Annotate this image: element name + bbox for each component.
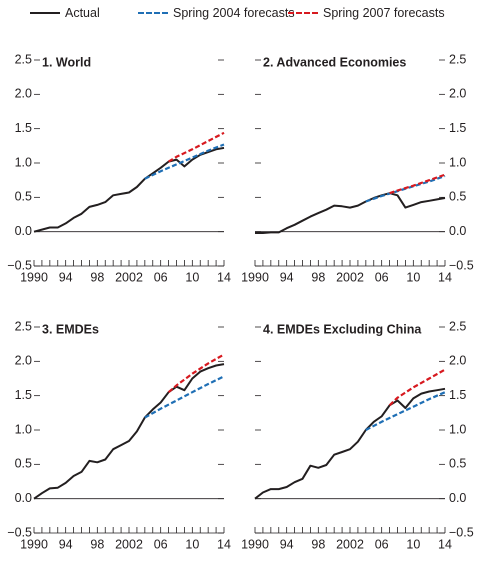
series-spring-2007-line [168,131,225,163]
x-tick-label: 1990 [20,270,48,284]
legend-item-spring-2007: Spring 2007 forecasts [288,6,445,20]
x-tick-label: 10 [406,537,420,551]
x-tick-label: 1990 [20,537,48,551]
y-tick-label: 1.0 [449,155,466,169]
legend-label-spring-2007: Spring 2007 forecasts [323,6,445,20]
x-tick-label: 06 [154,270,168,284]
y-tick-label: −0.5 [449,525,474,539]
y-tick-label: −0.5 [7,525,32,539]
y-tick-label: −0.5 [7,258,32,272]
x-tick-label: 2002 [115,270,143,284]
series-actual-line [33,363,225,500]
series-spring-2004-line [144,143,225,180]
series-spring-2007-line [167,353,225,394]
y-tick-label: 2.5 [449,52,466,66]
y-tick-label: 1.0 [15,155,32,169]
x-tick-label: 2002 [115,537,143,551]
x-tick-label: 98 [311,537,325,551]
y-tick-label: 1.5 [449,121,466,135]
legend-swatch-spring-2004 [138,12,168,14]
y-tick-label: 0.5 [449,190,466,204]
chart-legend: Actual Spring 2004 forecasts Spring 2007… [0,0,480,30]
y-tick-label: 0.0 [449,491,466,505]
panel-2: 2. Advanced Economies −0.5 0.0 0.5 1.0 1.5 2.0… [241,52,474,284]
series-actual-line [255,192,446,234]
panel-4: 4. EMDEs Excluding China −0.5 0.0 0.5 1.0 1.5… [241,319,474,551]
series-spring-2007-line [388,368,446,407]
y-tick-label: 0.5 [449,457,466,471]
y-tick-label: 2.0 [15,87,32,101]
panel-1: 1. World −0.5 0.0 0.5 1.0 1.5 2.0 2.5 1990 94 98 20… [7,52,231,284]
series-actual-line [33,146,225,233]
x-tick-label: 14 [438,537,452,551]
series-spring-2004-line [365,391,446,431]
x-tick-label: 94 [280,537,294,551]
legend-item-spring-2004: Spring 2004 forecasts [138,6,295,20]
x-tick-label: 06 [375,537,389,551]
y-tick-label: 0.0 [15,491,32,505]
x-tick-label: 14 [438,270,452,284]
x-tick-label: 1990 [241,270,269,284]
x-tick-label: 98 [90,270,104,284]
y-tick-label: 2.5 [449,319,466,333]
x-tick-label: 98 [90,537,104,551]
x-tick-label: 2002 [336,270,364,284]
series-spring-2004-line [144,375,225,419]
legend-label-spring-2004: Spring 2004 forecasts [173,6,295,20]
y-tick-label: 1.5 [15,388,32,402]
panel-title: 1. World [42,55,91,69]
x-tick-label: 94 [59,270,73,284]
legend-swatch-actual [30,12,60,14]
y-tick-label: 2.0 [449,354,466,368]
x-tick-label: 98 [311,270,325,284]
x-tick-label: 06 [375,270,389,284]
x-tick-label: 10 [185,270,199,284]
series-actual-line [254,387,446,500]
y-tick-label: −0.5 [449,258,474,272]
series-spring-2007-line [389,173,446,195]
x-tick-label: 14 [217,270,231,284]
x-tick-label: 94 [59,537,73,551]
y-tick-label: 0.0 [15,224,32,238]
panel-title: 4. EMDEs Excluding China [263,322,422,336]
y-tick-label: 2.0 [449,87,466,101]
x-tick-label: 1990 [241,537,269,551]
panel-title: 2. Advanced Economies [263,55,406,69]
legend-swatch-spring-2007 [288,12,318,14]
panel-3: 3. EMDEs −0.5 0.0 0.5 1.0 1.5 2.0 2.5 1990 94 98 20… [7,319,231,551]
y-tick-label: 0.5 [15,457,32,471]
y-tick-label: 2.0 [15,354,32,368]
y-tick-label: 1.5 [15,121,32,135]
x-tick-label: 14 [217,537,231,551]
legend-label-actual: Actual [65,6,100,20]
x-tick-label: 2002 [336,537,364,551]
panel-title: 3. EMDEs [42,322,99,336]
y-tick-label: 2.5 [15,319,32,333]
y-tick-label: 1.5 [449,388,466,402]
legend-item-actual: Actual [30,6,100,20]
x-tick-label: 06 [154,537,168,551]
y-tick-label: 1.0 [15,422,32,436]
y-tick-label: 0.5 [15,190,32,204]
y-tick-label: 1.0 [449,422,466,436]
x-tick-label: 10 [406,270,420,284]
y-tick-label: 2.5 [15,52,32,66]
x-tick-label: 10 [185,537,199,551]
x-tick-label: 94 [280,270,294,284]
y-tick-label: 0.0 [449,224,466,238]
